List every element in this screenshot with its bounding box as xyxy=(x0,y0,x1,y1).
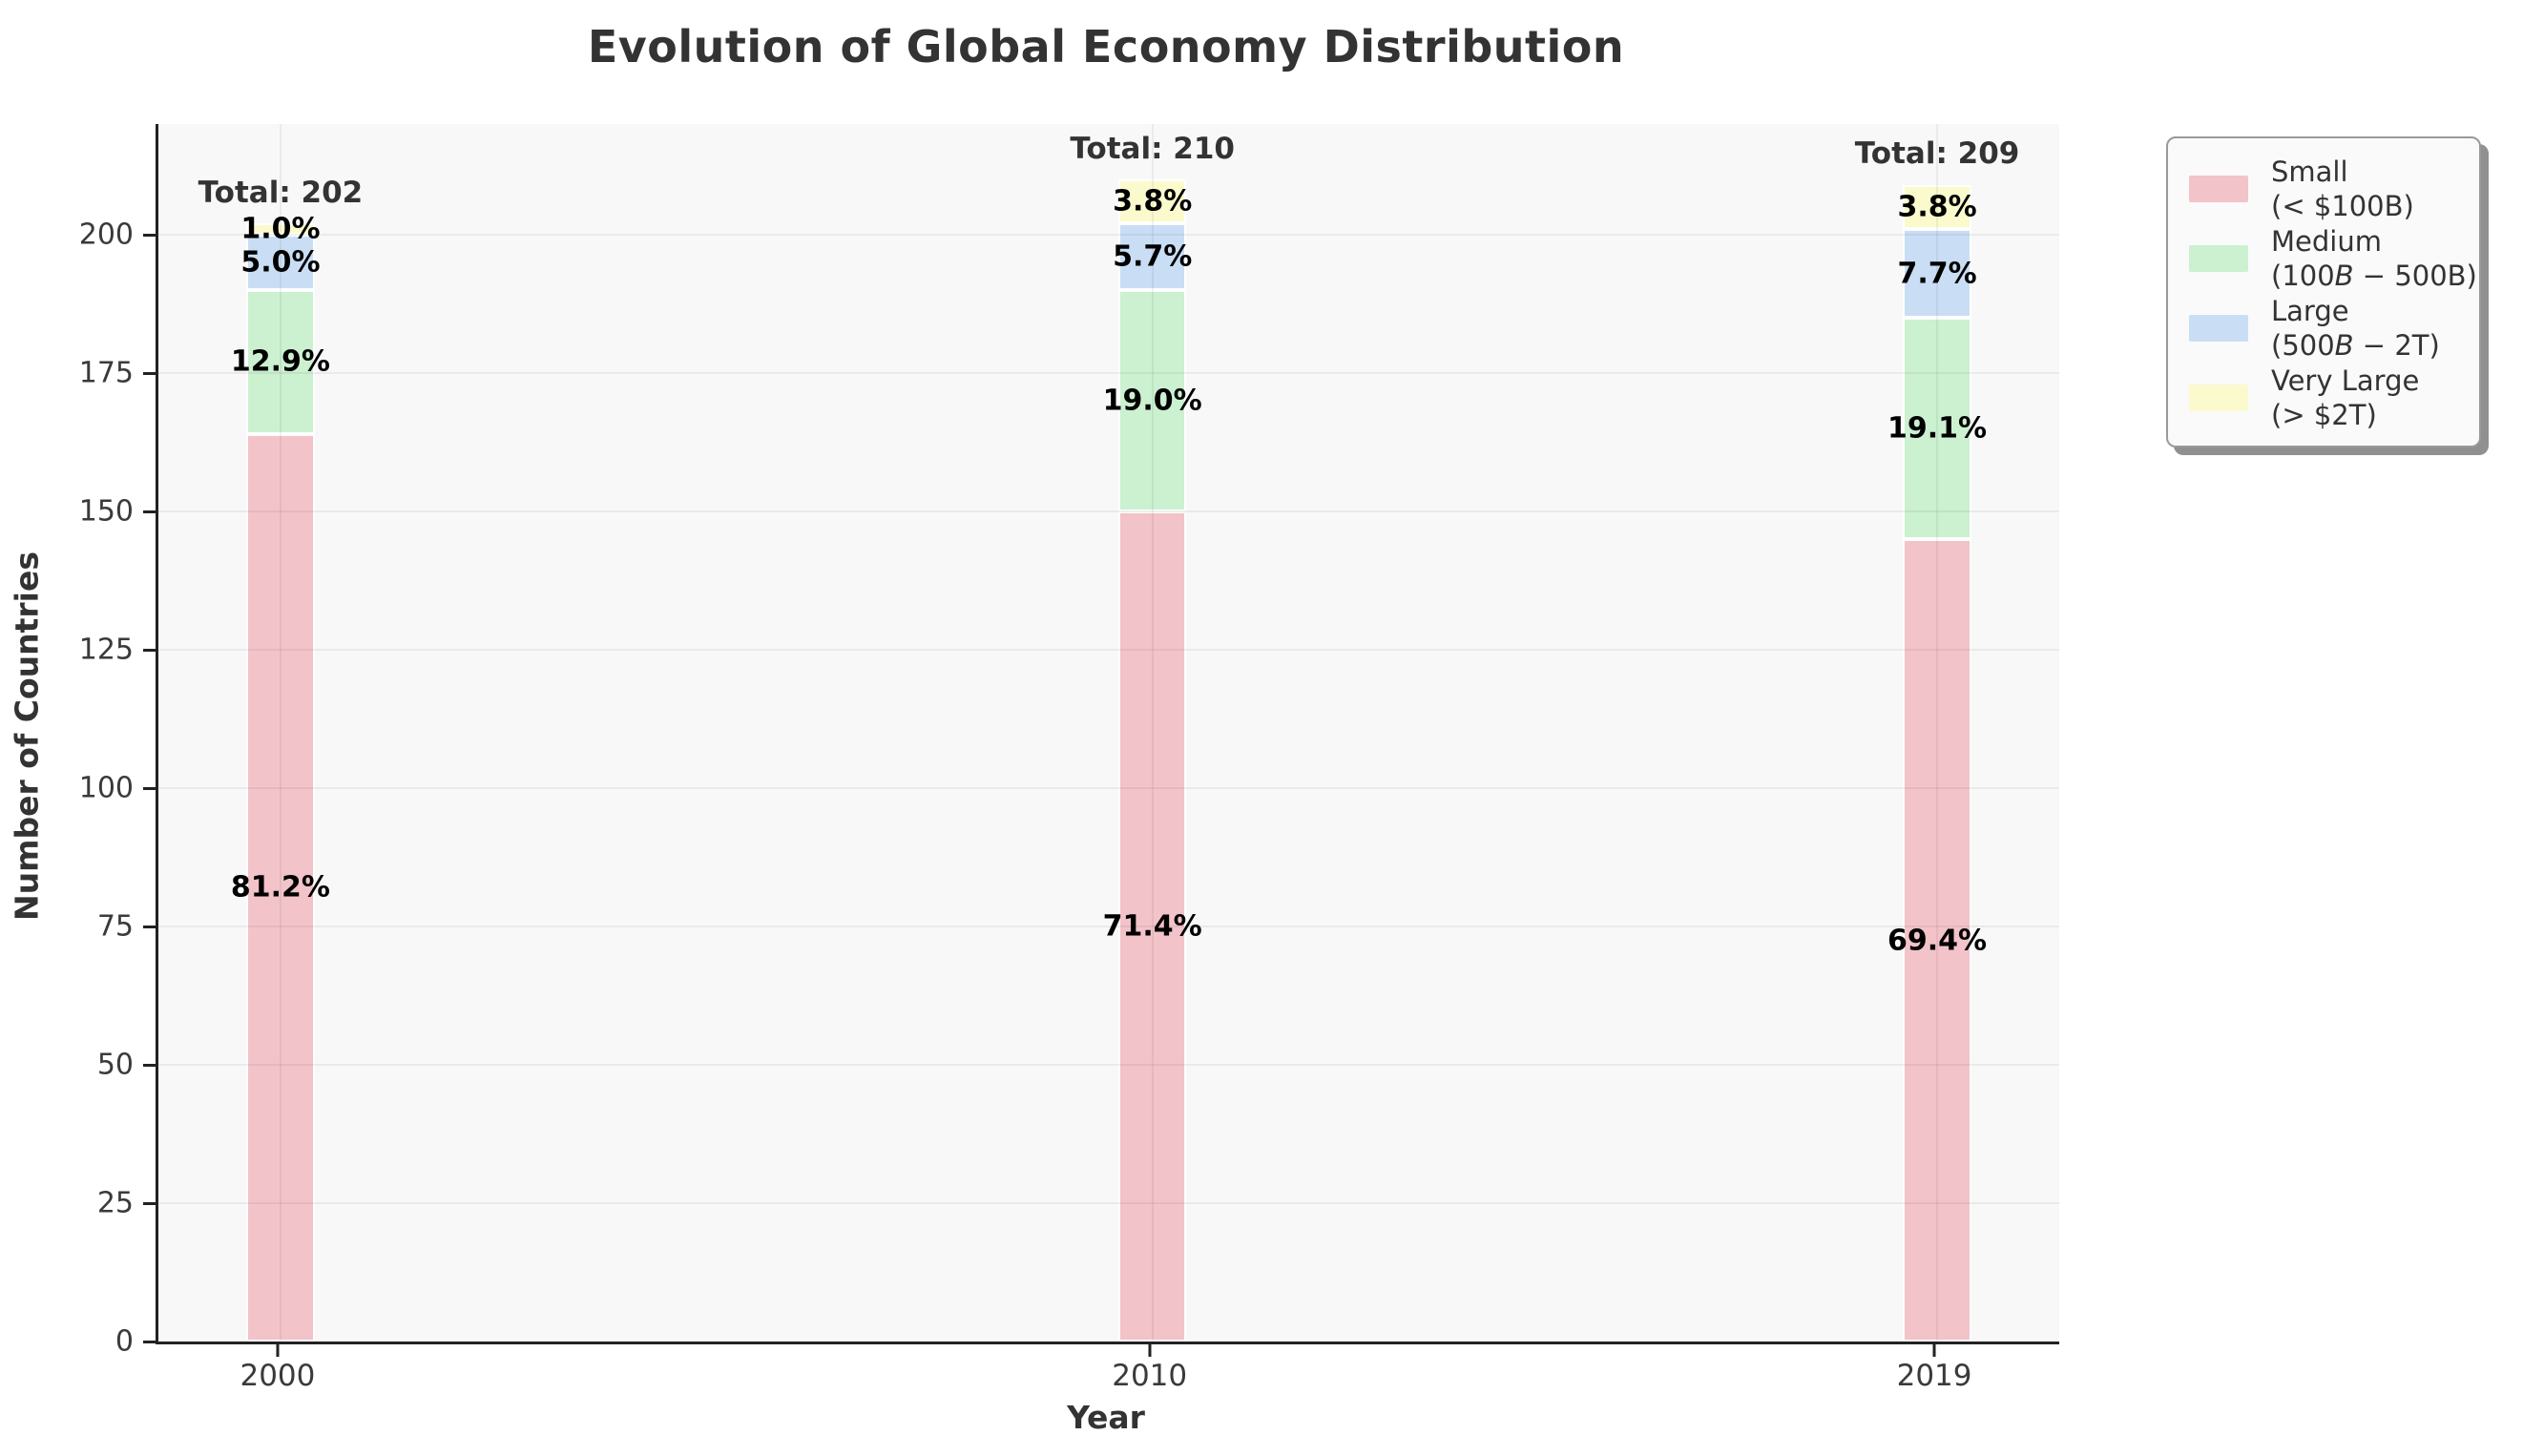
pct-label-2019-very: 3.8% xyxy=(1897,190,1977,224)
legend-item-very-large: Very Large (> $2T) xyxy=(2189,363,2479,432)
legend-swatch-medium xyxy=(2189,244,2248,272)
legend-swatch-small xyxy=(2189,175,2248,202)
y-tick-label-0: 0 xyxy=(115,1324,134,1359)
y-tick-mark-200 xyxy=(143,233,156,237)
bar-segment-2000-small xyxy=(246,433,315,1342)
y-tick-mark-125 xyxy=(143,648,156,652)
y-tick-mark-50 xyxy=(143,1063,156,1067)
gridline-y-150 xyxy=(158,510,2059,512)
y-tick-label-50: 50 xyxy=(96,1048,134,1082)
x-tick-mark-2019 xyxy=(1932,1344,1936,1357)
y-tick-mark-75 xyxy=(143,925,156,928)
y-tick-mark-0 xyxy=(143,1340,156,1343)
y-axis-label: Number of Countries xyxy=(8,551,46,922)
bar-segment-2000-large xyxy=(246,235,315,290)
chart-title: Evolution of Global Economy Distribution xyxy=(587,21,1625,73)
gridline-x-2019 xyxy=(1936,124,1939,1342)
gridline-y-125 xyxy=(158,649,2059,651)
y-tick-mark-25 xyxy=(143,1201,156,1205)
pct-label-2000-medium: 12.9% xyxy=(230,344,330,379)
legend-item-medium: Medium (100B − 500B) xyxy=(2189,223,2479,293)
x-tick-label-2000: 2000 xyxy=(240,1359,316,1393)
bar-segment-2010-large xyxy=(1118,223,1187,290)
bar-segment-2010-small xyxy=(1118,511,1187,1342)
gridline-y-100 xyxy=(158,787,2059,789)
bar-segment-2019-very xyxy=(1903,184,1971,230)
legend-item-large: Large (500B − 2T) xyxy=(2189,293,2479,363)
y-tick-mark-150 xyxy=(143,510,156,513)
x-tick-mark-2000 xyxy=(276,1344,280,1357)
pct-label-2019-small: 69.4% xyxy=(1887,924,1988,957)
pct-label-2010-medium: 19.0% xyxy=(1102,384,1202,418)
legend-label-very-large-line2: (> $2T) xyxy=(2271,398,2377,431)
legend-label-very-large-line1: Very Large xyxy=(2271,364,2420,397)
legend-item-small: Small (< $100B) xyxy=(2189,154,2479,223)
legend-swatch-large xyxy=(2189,314,2248,342)
legend-swatch-very-large xyxy=(2189,384,2248,411)
legend-label-small-line2: (< $100B) xyxy=(2271,189,2414,222)
total-label-2000: Total: 202 xyxy=(198,175,364,210)
pct-label-2000-large: 5.0% xyxy=(240,245,321,280)
legend-label-medium-line1: Medium xyxy=(2271,224,2382,258)
y-tick-mark-100 xyxy=(143,786,156,790)
legend-label-large-line1: Large xyxy=(2271,294,2349,327)
pct-label-2000-very: 1.0% xyxy=(240,212,321,246)
y-tick-mark-175 xyxy=(143,371,156,375)
legend-label-small-line1: Small xyxy=(2271,155,2348,188)
gridline-y-200 xyxy=(158,234,2059,236)
y-tick-label-150: 150 xyxy=(78,494,134,529)
bar-segment-2010-medium xyxy=(1118,290,1187,511)
bar-segment-2010-very xyxy=(1118,179,1187,224)
y-tick-label-25: 25 xyxy=(96,1186,134,1220)
y-tick-label-125: 125 xyxy=(78,633,134,667)
pct-label-2010-large: 5.7% xyxy=(1113,239,1193,274)
x-tick-mark-2010 xyxy=(1148,1344,1152,1357)
y-tick-label-100: 100 xyxy=(78,771,134,805)
bar-segment-2000-medium xyxy=(246,290,315,434)
gridline-y-25 xyxy=(158,1202,2059,1204)
y-tick-label-75: 75 xyxy=(96,909,134,944)
gridline-y-75 xyxy=(158,926,2059,927)
bar-segment-2000-very xyxy=(246,223,315,235)
pct-label-2010-small: 71.4% xyxy=(1102,909,1202,944)
legend-label-medium-line2: (100B − 500B) xyxy=(2271,259,2477,292)
pct-label-2019-medium: 19.1% xyxy=(1887,411,1988,446)
gridline-x-2010 xyxy=(1151,124,1154,1342)
gridline-y-175 xyxy=(158,372,2059,374)
pct-label-2000-small: 81.2% xyxy=(230,870,330,905)
legend-label-large-line2: (500B − 2T) xyxy=(2271,328,2440,362)
bar-segment-2019-large xyxy=(1903,229,1971,318)
bar-segment-2019-small xyxy=(1903,539,1971,1342)
x-axis-label: Year xyxy=(1067,1399,1145,1436)
y-tick-label-200: 200 xyxy=(78,218,134,252)
gridline-y-50 xyxy=(158,1064,2059,1066)
x-tick-label-2019: 2019 xyxy=(1896,1359,1972,1393)
pct-label-2010-very: 3.8% xyxy=(1113,184,1193,218)
bar-segment-2019-medium xyxy=(1903,318,1971,539)
plot-area: 81.2% 12.9% 5.0% 1.0% Total: 202 71.4% 19.0% 5.… xyxy=(156,124,2059,1344)
y-tick-label-175: 175 xyxy=(78,356,134,390)
legend: Small (< $100B) Medium (100B − 500B) Lar… xyxy=(2166,136,2481,447)
pct-label-2019-large: 7.7% xyxy=(1897,257,1977,291)
total-label-2010: Total: 210 xyxy=(1070,131,1235,166)
x-tick-label-2010: 2010 xyxy=(1112,1359,1188,1393)
gridline-x-2000 xyxy=(279,124,281,1342)
total-label-2019: Total: 209 xyxy=(1854,136,2020,172)
